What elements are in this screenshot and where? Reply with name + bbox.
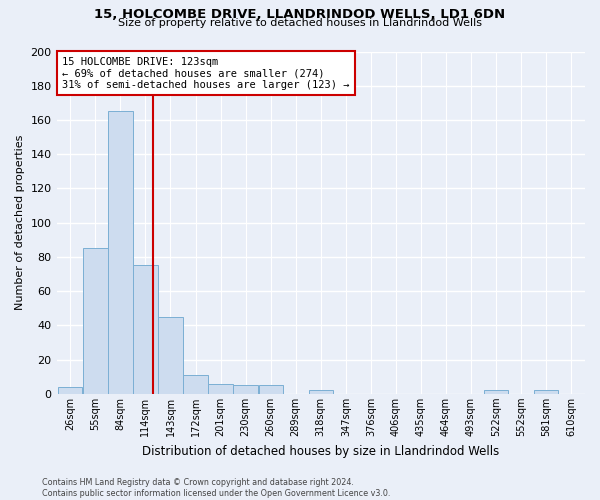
Bar (484, 390, 508, 394)
Text: 15, HOLCOMBE DRIVE, LLANDRINDOD WELLS, LD1 6DN: 15, HOLCOMBE DRIVE, LLANDRINDOD WELLS, L… (94, 8, 506, 20)
Text: Size of property relative to detached houses in Llandrindod Wells: Size of property relative to detached ho… (118, 18, 482, 28)
Text: Contains HM Land Registry data © Crown copyright and database right 2024.
Contai: Contains HM Land Registry data © Crown c… (42, 478, 391, 498)
Y-axis label: Number of detached properties: Number of detached properties (15, 135, 25, 310)
Bar (259, 386, 283, 394)
Bar (534, 390, 559, 394)
Bar (158, 317, 182, 394)
X-axis label: Distribution of detached houses by size in Llandrindod Wells: Distribution of detached houses by size … (142, 444, 499, 458)
Bar (133, 266, 158, 394)
Bar (83, 248, 107, 394)
Bar (233, 386, 258, 394)
Bar (308, 390, 333, 394)
Bar (108, 112, 133, 394)
Text: 15 HOLCOMBE DRIVE: 123sqm
← 69% of detached houses are smaller (274)
31% of semi: 15 HOLCOMBE DRIVE: 123sqm ← 69% of detac… (62, 56, 349, 90)
Bar (184, 375, 208, 394)
Bar (208, 384, 233, 394)
Bar (58, 387, 82, 394)
